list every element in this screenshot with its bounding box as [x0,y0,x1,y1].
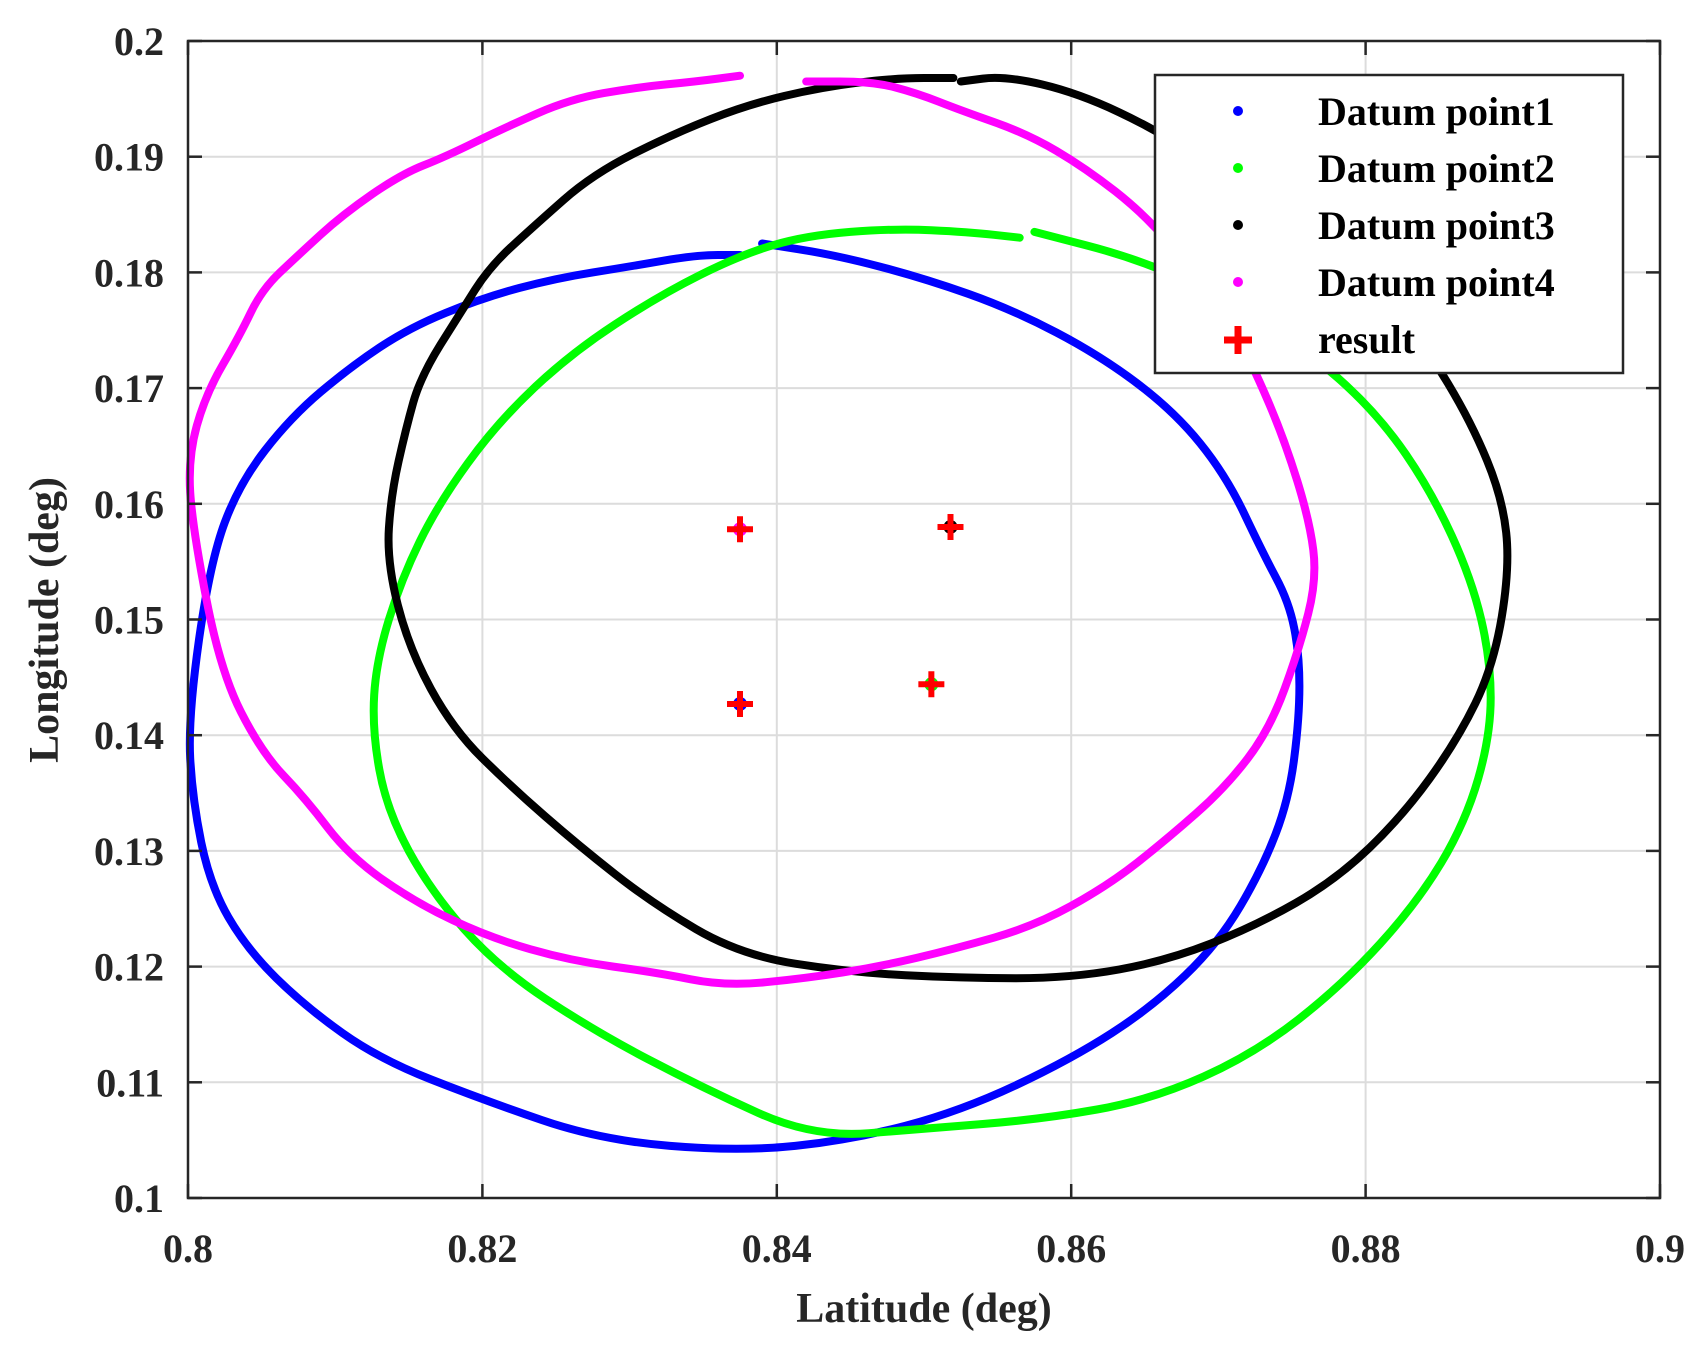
legend-label: Datum point2 [1318,146,1555,191]
axis-ticks [186,39,1662,1200]
legend-label: Datum point3 [1318,203,1555,248]
y-tick-label: 0.16 [94,482,164,527]
y-tick-label: 0.19 [94,135,164,180]
y-axis-label: Longitude (deg) [22,477,68,763]
legend-label: result [1318,317,1416,362]
legend-marker-dot [1233,106,1243,116]
y-tick-label: 0.12 [94,945,164,990]
result-plus-mark [727,690,753,717]
result-marker [727,690,753,717]
x-tick-label: 0.8 [163,1226,213,1271]
result-plus-mark [727,516,753,543]
legend-label: Datum point1 [1318,89,1555,134]
series-datum-point2 [369,225,1495,1138]
y-tick-label: 0.13 [94,829,164,874]
y-tick-label: 0.17 [94,366,164,411]
legend-marker-plus [1224,326,1252,354]
x-tick-label: 0.84 [742,1226,812,1271]
legend-entry-result: result [1224,317,1416,362]
x-tick-label: 0.82 [447,1226,517,1271]
series-datum-point3 [384,73,1512,983]
result-marker [918,671,945,698]
x-tick-label: 0.88 [1331,1226,1401,1271]
legend-box [1153,73,1625,375]
x-tick-labels: 0.8 0.82 0.84 0.86 0.88 0.9 [163,1226,1685,1271]
y-tick-labels: 0.1 0.11 0.12 0.13 0.14 0.15 0.16 0.17 0.18 0.19 0… [94,19,164,1221]
x-axis-label: Latitude (deg) [796,1286,1052,1332]
y-tick-label: 0.2 [114,19,164,64]
y-tick-label: 0.1 [114,1176,164,1221]
legend-marker-dot [1233,220,1243,230]
result-marker [937,513,964,540]
result-plus-mark [937,513,964,540]
legend-entry-datum-point1: Datum point1 [1233,89,1555,134]
legend-marker-dot [1233,277,1243,287]
y-tick-label: 0.11 [96,1060,164,1105]
y-tick-label: 0.18 [94,250,164,295]
legend-marker-dot [1233,163,1243,173]
grid [188,41,1660,1198]
result-plus-mark [918,671,945,698]
y-tick-label: 0.15 [94,598,164,643]
result-markers [727,513,964,717]
x-tick-label: 0.9 [1635,1226,1685,1271]
legend-entry-datum-point3: Datum point3 [1233,203,1555,248]
result-marker [727,516,753,543]
series-datum-point1 [185,239,1304,1153]
legend: Datum point1 Datum point2 Datum point3 D… [1153,73,1625,375]
legend-entry-datum-point2: Datum point2 [1233,146,1555,191]
legend-label: Datum point4 [1318,260,1555,305]
y-tick-label: 0.14 [94,713,164,758]
x-tick-label: 0.86 [1036,1226,1106,1271]
legend-entry-datum-point4: Datum point4 [1233,260,1555,305]
